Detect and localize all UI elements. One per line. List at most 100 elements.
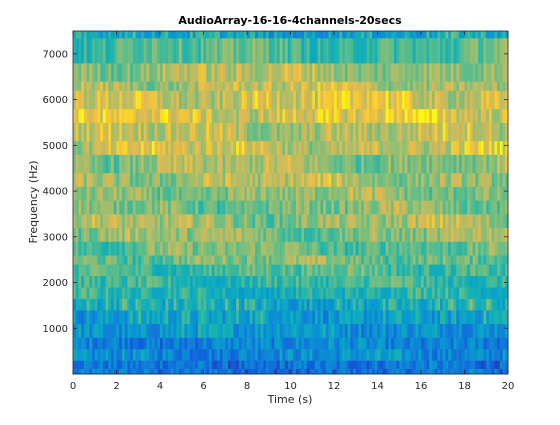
heatmap-cell xyxy=(78,172,82,187)
heatmap-cell xyxy=(339,368,343,375)
heatmap-cell xyxy=(412,81,416,91)
heatmap-cell xyxy=(347,81,351,91)
heatmap-cell xyxy=(200,140,204,155)
heatmap-cell xyxy=(94,287,98,299)
heatmap-cell xyxy=(347,90,351,110)
heatmap-cell xyxy=(472,241,476,256)
heatmap-cell xyxy=(160,255,164,265)
heatmap-cell xyxy=(429,63,433,82)
heatmap-cell xyxy=(230,241,234,256)
heatmap-cell xyxy=(184,255,188,265)
heatmap-cell xyxy=(442,31,446,39)
heatmap-cell xyxy=(401,323,406,338)
heatmap-cell xyxy=(429,368,433,375)
heatmap-cell xyxy=(100,140,104,155)
heatmap-cell xyxy=(331,108,335,123)
heatmap-cell xyxy=(426,63,430,82)
heatmap-cell xyxy=(440,122,444,142)
heatmap-cell xyxy=(385,309,389,325)
heatmap-cell xyxy=(282,172,286,187)
heatmap-cell xyxy=(266,81,270,91)
heatmap-cell xyxy=(369,348,373,361)
heatmap-cell xyxy=(73,309,77,325)
heatmap-cell xyxy=(290,287,294,299)
heatmap-cell xyxy=(412,255,416,265)
heatmap-cell xyxy=(423,337,427,350)
heatmap-cell xyxy=(323,31,327,39)
heatmap-cell xyxy=(298,348,302,361)
heatmap-cell xyxy=(437,368,441,375)
heatmap-cell xyxy=(336,90,340,110)
heatmap-cell xyxy=(92,90,96,110)
heatmap-cell xyxy=(102,255,107,265)
heatmap-cell xyxy=(339,186,343,201)
heatmap-cell xyxy=(494,172,498,187)
heatmap-cell xyxy=(355,337,359,350)
heatmap-cell xyxy=(497,140,501,155)
heatmap-cell xyxy=(211,348,215,361)
heatmap-cell xyxy=(421,368,425,375)
heatmap-cell xyxy=(206,154,210,174)
heatmap-cell xyxy=(135,186,139,201)
heatmap-cell xyxy=(236,360,240,369)
heatmap-cell xyxy=(369,90,373,110)
heatmap-cell xyxy=(306,200,310,215)
heatmap-cell xyxy=(257,172,261,187)
heatmap-cell xyxy=(499,368,503,375)
heatmap-cell xyxy=(372,172,376,187)
heatmap-cell xyxy=(192,227,196,242)
heatmap-cell xyxy=(211,140,215,155)
heatmap-cell xyxy=(377,298,381,311)
heatmap-cell xyxy=(461,241,465,256)
heatmap-cell xyxy=(162,298,166,311)
heatmap-cell xyxy=(453,63,457,82)
heatmap-cell xyxy=(165,122,169,142)
heatmap-cell xyxy=(295,108,300,123)
heatmap-cell xyxy=(154,108,158,123)
heatmap-cell xyxy=(124,63,128,82)
heatmap-cell xyxy=(382,227,387,242)
heatmap-cell xyxy=(287,154,291,174)
heatmap-cell xyxy=(238,213,242,229)
heatmap-cell xyxy=(92,323,96,338)
heatmap-cell xyxy=(418,264,422,277)
heatmap-cell xyxy=(236,337,240,350)
heatmap-cell xyxy=(154,200,158,215)
heatmap-cell xyxy=(184,37,188,64)
heatmap-cell xyxy=(211,323,215,338)
heatmap-cell xyxy=(339,298,343,311)
heatmap-cell xyxy=(472,37,476,64)
heatmap-cell xyxy=(146,287,150,299)
heatmap-cell xyxy=(304,360,308,369)
heatmap-cell xyxy=(480,90,484,110)
heatmap-cell xyxy=(225,298,229,311)
heatmap-cell xyxy=(75,287,79,299)
heatmap-cell xyxy=(75,275,79,288)
heatmap-cell xyxy=(467,122,471,142)
heatmap-cell xyxy=(505,37,509,64)
heatmap-cell xyxy=(170,309,174,325)
heatmap-cell xyxy=(304,213,308,229)
heatmap-cell xyxy=(372,108,376,123)
heatmap-cell xyxy=(353,227,357,242)
heatmap-cell xyxy=(445,298,449,311)
heatmap-cell xyxy=(363,81,368,91)
heatmap-cell xyxy=(478,287,482,299)
heatmap-cell xyxy=(249,200,253,215)
heatmap-cell xyxy=(184,140,188,155)
heatmap-cell xyxy=(372,186,376,201)
heatmap-cell xyxy=(404,154,408,174)
heatmap-cell xyxy=(306,275,310,288)
heatmap-cell xyxy=(488,323,493,338)
heatmap-cell xyxy=(132,122,136,142)
heatmap-cell xyxy=(233,122,237,142)
heatmap-cell xyxy=(241,323,245,338)
heatmap-cell xyxy=(301,90,305,110)
heatmap-cell xyxy=(165,337,169,350)
heatmap-cell xyxy=(350,81,354,91)
heatmap-cell xyxy=(334,213,338,229)
heatmap-cell xyxy=(488,227,493,242)
heatmap-cell xyxy=(86,298,90,311)
heatmap-cell xyxy=(431,213,435,229)
heatmap-cell xyxy=(276,122,281,142)
